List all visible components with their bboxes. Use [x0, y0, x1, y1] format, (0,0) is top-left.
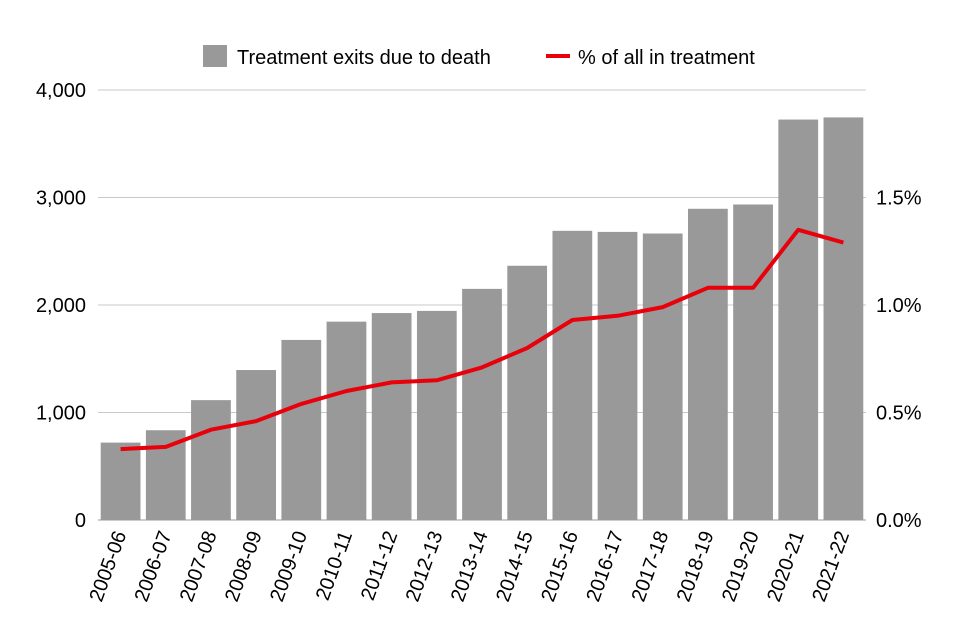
legend-swatch-bars — [203, 45, 227, 67]
x-tick-label: 2008-09 — [221, 528, 267, 605]
bar — [552, 230, 593, 520]
bar — [597, 231, 638, 520]
bar — [281, 339, 322, 520]
x-tick-label: 2010-11 — [312, 528, 357, 603]
x-tick-label: 2017-18 — [628, 528, 674, 605]
x-axis: 2005-06 2006-07 2007-08 2008-09 2009-10 2010-… — [86, 519, 866, 605]
x-tick-label: 2012-13 — [402, 528, 448, 605]
left-tick-label: 0 — [75, 510, 86, 532]
legend-label-bars: Treatment exits due to death — [237, 47, 491, 69]
x-tick-label: 2006-07 — [131, 528, 177, 605]
bar — [733, 204, 773, 521]
right-axis: 0.0% 0.5% 1.0% 1.5% — [876, 188, 922, 533]
x-tick-label: 2015-16 — [537, 528, 583, 605]
bar — [642, 233, 683, 520]
bar — [326, 321, 367, 520]
bar — [236, 370, 276, 520]
left-tick-label: 2,000 — [36, 295, 86, 317]
right-tick-label: 1.0% — [876, 295, 922, 317]
legend: Treatment exits due to death % of all in… — [203, 45, 755, 69]
x-tick-label: 2021-22 — [808, 528, 854, 605]
bar — [462, 288, 502, 520]
x-tick-label: 2013-14 — [447, 528, 493, 605]
bar — [371, 313, 412, 520]
bar — [416, 310, 457, 520]
bar — [688, 208, 728, 520]
bar — [823, 117, 864, 520]
x-tick-label: 2009-10 — [266, 528, 312, 605]
left-tick-label: 3,000 — [36, 188, 86, 210]
left-axis: 0 1,000 2,000 3,000 4,000 — [36, 80, 86, 532]
bar-series — [100, 117, 864, 521]
x-tick-label: 2016-17 — [582, 528, 628, 605]
x-tick-label: 2018-19 — [673, 528, 719, 605]
right-tick-label: 0.5% — [876, 403, 922, 425]
line-series — [120, 227, 844, 452]
right-tick-label: 0.0% — [876, 510, 922, 532]
x-tick-label: 2019-20 — [718, 528, 764, 605]
x-tick-label: 2020-21 — [763, 528, 809, 605]
x-tick-label: 2014-15 — [492, 528, 538, 605]
x-tick-label: 2007-08 — [176, 528, 222, 605]
bar — [100, 442, 141, 520]
legend-label-line: % of all in treatment — [578, 47, 755, 69]
bar — [191, 400, 231, 520]
x-tick-label: 2005-06 — [86, 528, 132, 605]
bar — [778, 119, 819, 520]
bar — [507, 265, 548, 520]
x-tick-label: 2011-12 — [357, 528, 402, 603]
left-tick-label: 1,000 — [36, 403, 86, 425]
left-tick-label: 4,000 — [36, 80, 86, 102]
right-tick-label: 1.5% — [876, 188, 922, 210]
